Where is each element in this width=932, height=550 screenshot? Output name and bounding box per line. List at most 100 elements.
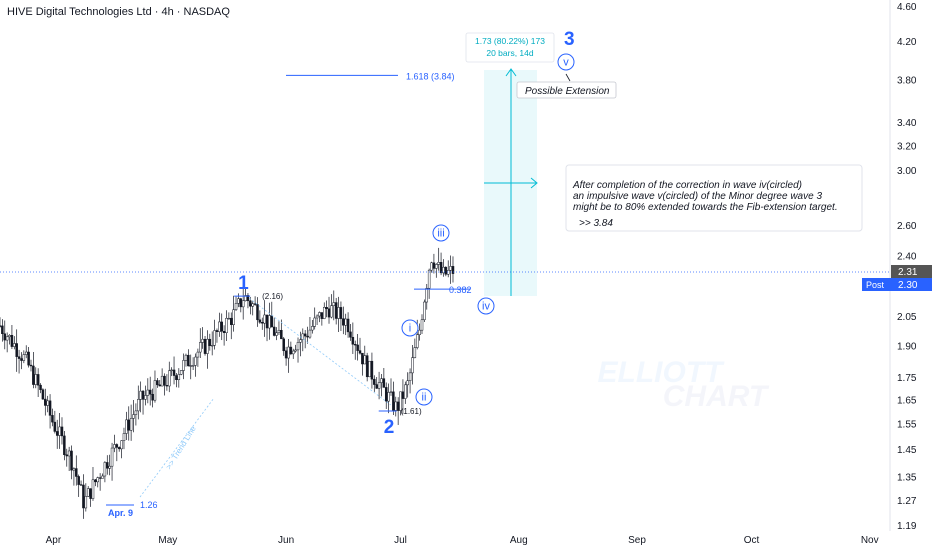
candle	[394, 396, 398, 417]
candle	[184, 353, 188, 367]
candle	[148, 376, 152, 406]
candle	[1, 319, 4, 342]
candle	[384, 382, 388, 409]
candle	[344, 313, 347, 336]
candle	[232, 295, 235, 332]
x-axis[interactable]: Apr May Jun Jul Aug Sep Oct Nov	[46, 535, 879, 546]
low-value-label: 1.26	[140, 500, 158, 510]
candle	[55, 419, 59, 449]
candle	[442, 259, 445, 277]
candle	[53, 410, 57, 434]
note-box[interactable]: After completion of the correction in wa…	[565, 164, 863, 232]
note-target: >> 3.84	[579, 218, 613, 229]
candle	[342, 306, 345, 335]
candle	[306, 326, 309, 344]
candle	[270, 301, 274, 328]
candle	[120, 440, 123, 459]
candle	[151, 388, 154, 408]
candle	[215, 328, 219, 343]
candle	[396, 397, 400, 425]
wave-3-label: 3	[564, 29, 575, 50]
candle	[79, 480, 83, 486]
candle	[115, 443, 119, 462]
candle	[179, 370, 183, 376]
y-tick-label: 1.45	[897, 445, 917, 456]
candle	[46, 395, 49, 413]
candle	[292, 348, 295, 359]
candle	[320, 312, 324, 326]
candle	[339, 301, 343, 331]
candle	[351, 322, 355, 354]
candle	[137, 385, 140, 420]
candle	[332, 290, 336, 321]
candle	[36, 368, 40, 397]
candle	[234, 296, 238, 312]
candle	[160, 368, 164, 387]
candle	[91, 467, 95, 501]
candle	[272, 317, 276, 337]
candle	[261, 317, 264, 330]
candle	[101, 473, 104, 479]
svg-text:iv: iv	[482, 301, 490, 313]
candle	[444, 266, 448, 277]
candle	[289, 341, 293, 356]
candle	[77, 474, 80, 497]
candle	[303, 330, 307, 349]
possible-extension-arrow	[565, 73, 571, 82]
candle	[287, 339, 290, 373]
candle	[177, 368, 181, 388]
candle	[451, 256, 455, 283]
wave-iii-label: iii	[432, 224, 450, 242]
candle	[108, 454, 111, 476]
svg-text:v: v	[563, 57, 569, 69]
y-tick-label: 3.80	[897, 75, 917, 86]
y-axis[interactable]: 4.60 4.20 3.80 3.40 3.20 3.00 2.60 2.40 2.05 1.90…	[897, 2, 917, 532]
y-tick-label: 3.40	[897, 118, 917, 129]
fib-extension-label: 1.618 (3.84)	[406, 71, 455, 81]
candle	[158, 380, 161, 387]
note-line-3: might be to 80% extended towards the Fib…	[573, 202, 838, 213]
candle	[32, 352, 35, 389]
note-line-1: After completion of the correction in wa…	[572, 180, 802, 191]
y-tick-label: 1.65	[897, 396, 917, 407]
x-tick-label: Aug	[510, 535, 528, 546]
candle	[15, 329, 18, 372]
candle	[189, 354, 192, 380]
candle	[196, 348, 200, 367]
candle	[239, 297, 243, 313]
candle	[48, 394, 52, 429]
candle	[163, 373, 166, 396]
candle	[29, 359, 33, 372]
candle	[256, 297, 259, 327]
fib-retracement-label: 0.382	[449, 285, 472, 295]
candle	[301, 328, 305, 352]
candle	[218, 312, 221, 337]
candle	[244, 287, 247, 302]
candle	[203, 335, 207, 356]
x-tick-label: Jun	[278, 535, 294, 546]
candle	[246, 293, 250, 309]
candle	[182, 353, 185, 380]
candle	[249, 297, 252, 315]
candle	[89, 488, 92, 507]
candle	[311, 319, 314, 334]
chart-title: HIVE Digital Technologies Ltd · 4h · NAS…	[7, 6, 230, 18]
y-tick-label: 1.19	[897, 521, 917, 532]
y-tick-label: 1.55	[897, 420, 917, 431]
candle	[41, 388, 45, 400]
candle	[168, 361, 171, 393]
candle	[94, 478, 97, 487]
candle	[406, 372, 409, 398]
y-tick-label: 4.60	[897, 2, 917, 13]
candle	[113, 434, 116, 453]
svg-text:i: i	[409, 323, 411, 335]
candle	[404, 381, 407, 404]
candle	[382, 367, 386, 388]
candle	[141, 389, 145, 415]
candle	[20, 352, 23, 370]
post-price-value: 2.30	[898, 280, 918, 291]
candle	[294, 344, 297, 353]
candle	[220, 313, 223, 341]
x-tick-label: Apr	[46, 535, 62, 546]
